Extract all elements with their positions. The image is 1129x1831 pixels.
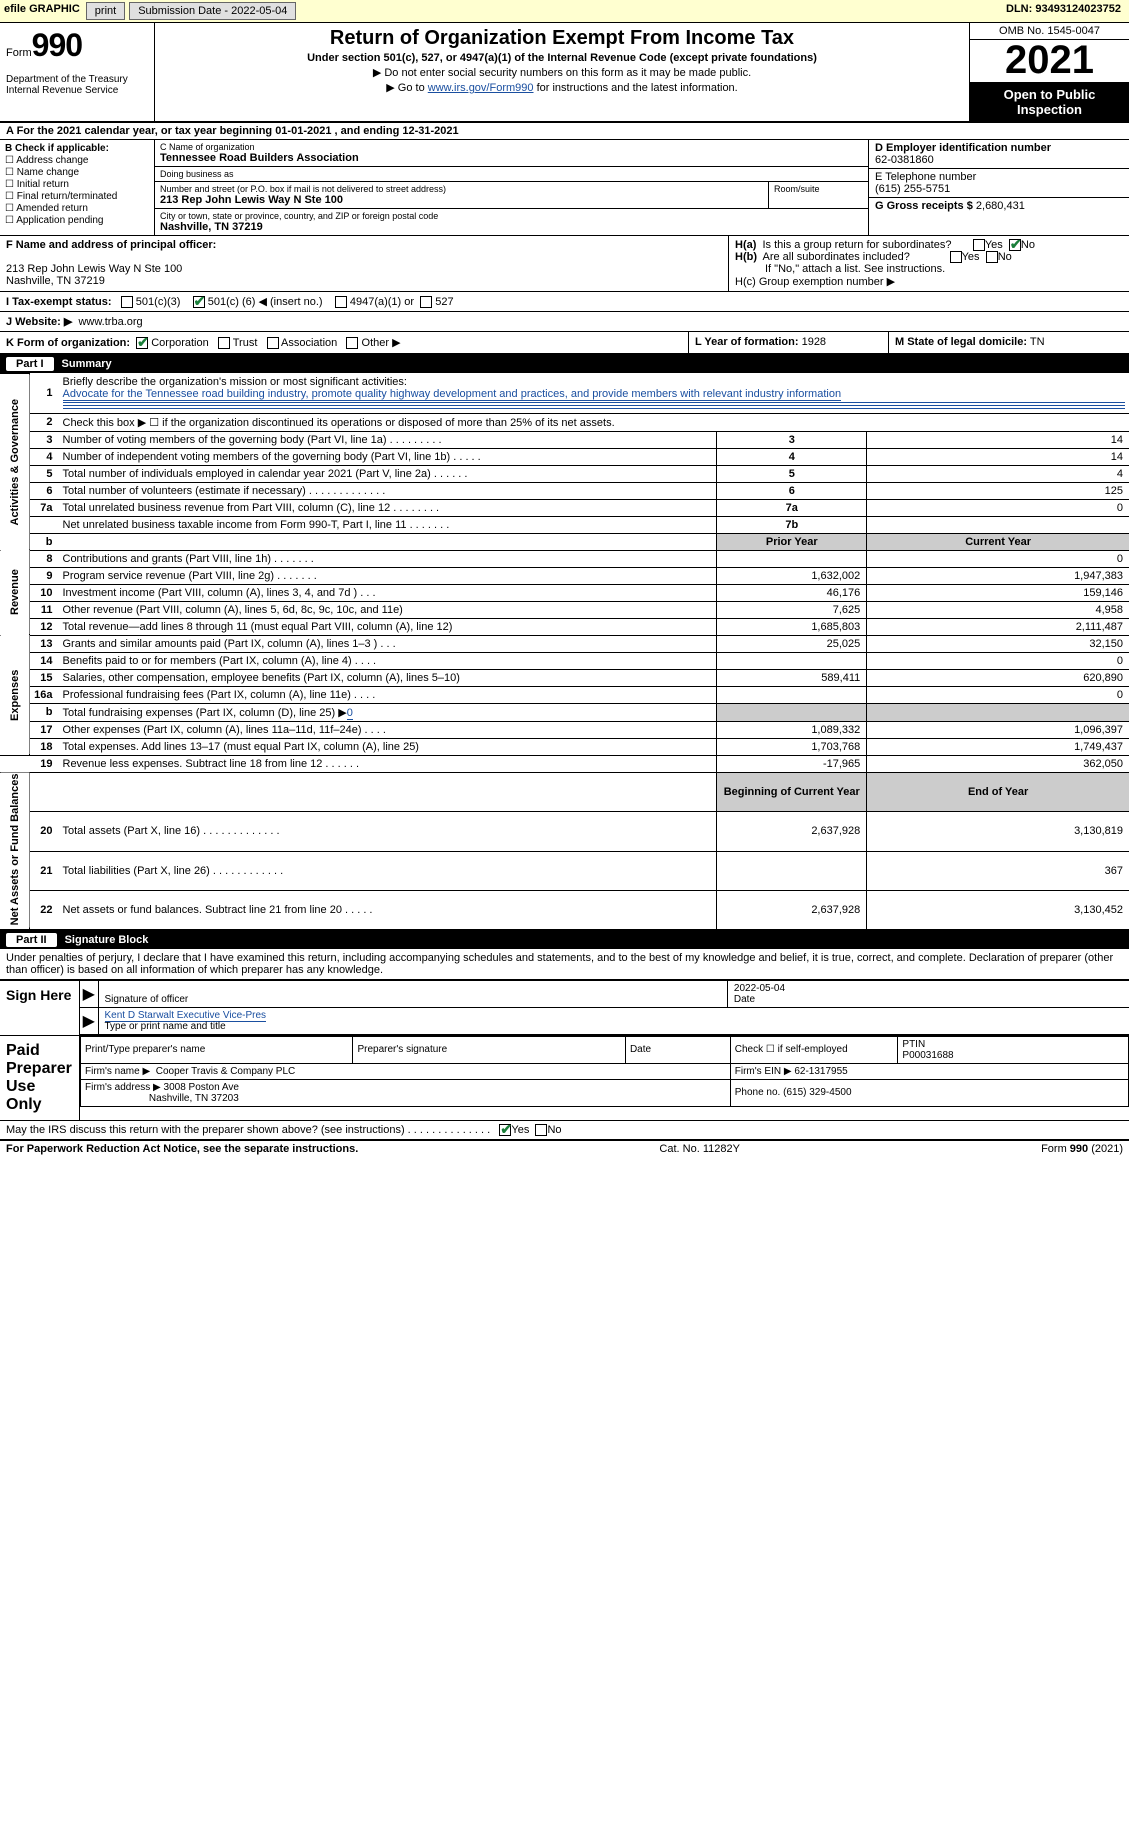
firm-addr2: Nashville, TN 37203: [149, 1093, 239, 1104]
hb-no[interactable]: [986, 251, 998, 263]
chk-501c3[interactable]: [121, 296, 133, 308]
pra-notice: For Paperwork Reduction Act Notice, see …: [6, 1143, 358, 1155]
part-i-body: Activities & Governance 1 Briefly descri…: [0, 373, 1129, 930]
firm-addr1: 3008 Poston Ave: [164, 1082, 239, 1093]
v4: 14: [867, 448, 1129, 465]
firm-name: Cooper Travis & Company PLC: [156, 1066, 296, 1077]
sign-here-label: Sign Here: [0, 981, 80, 1035]
submission-date-button[interactable]: Submission Date - 2022-05-04: [129, 2, 296, 20]
v6: 125: [867, 482, 1129, 499]
gross-receipts: 2,680,431: [976, 200, 1025, 212]
open-to-public: Open to Public Inspection: [970, 83, 1129, 121]
sig-date: 2022-05-04: [734, 983, 785, 994]
side-activities: Activities & Governance: [0, 374, 30, 551]
identification-block: B Check if applicable: ☐ Address change …: [0, 140, 1129, 236]
chk-name-change[interactable]: ☐ Name change: [5, 167, 149, 178]
mission: Advocate for the Tennessee road building…: [63, 388, 842, 401]
side-revenue: Revenue: [0, 550, 30, 635]
topbar: efile GRAPHIC print Submission Date - 20…: [0, 0, 1129, 23]
firm-phone: (615) 329-4500: [783, 1087, 851, 1098]
phone: (615) 255-5751: [875, 183, 1123, 195]
part-ii-header: Part II Signature Block: [0, 931, 1129, 949]
tax-year: 2021: [970, 40, 1129, 83]
v3: 14: [867, 431, 1129, 448]
side-net-assets: Net Assets or Fund Balances: [0, 772, 30, 928]
form-number: Form990: [6, 27, 148, 64]
ptin: P00031688: [902, 1050, 953, 1061]
arrow-icon: ▶: [80, 981, 98, 1008]
ha-no[interactable]: [1009, 239, 1021, 251]
state-domicile: TN: [1030, 336, 1045, 348]
officer-addr2: Nashville, TN 37219: [6, 275, 722, 287]
chk-application-pending[interactable]: ☐ Application pending: [5, 215, 149, 226]
row-a-calendar-year: A For the 2021 calendar year, or tax yea…: [0, 123, 1129, 140]
firm-ein: 62-1317955: [794, 1066, 847, 1077]
side-expenses: Expenses: [0, 635, 30, 755]
irs-link[interactable]: www.irs.gov/Form990: [428, 82, 534, 94]
street-address: 213 Rep John Lewis Way N Ste 100: [160, 194, 763, 206]
chk-4947[interactable]: [335, 296, 347, 308]
efile-graphic: efile GRAPHIC: [0, 0, 84, 22]
perjury-declaration: Under penalties of perjury, I declare th…: [0, 949, 1129, 979]
hb-yes[interactable]: [950, 251, 962, 263]
officer-addr1: 213 Rep John Lewis Way N Ste 100: [6, 263, 722, 275]
row-i-tax-status: I Tax-exempt status: 501(c)(3) 501(c) (6…: [0, 292, 1129, 312]
chk-address-change[interactable]: ☐ Address change: [5, 155, 149, 166]
chk-trust[interactable]: [218, 337, 230, 349]
col-b-checkboxes: B Check if applicable: ☐ Address change …: [0, 140, 155, 235]
form-header: Form990 Department of the Treasury Inter…: [0, 23, 1129, 123]
chk-amended[interactable]: ☐ Amended return: [5, 203, 149, 214]
chk-527[interactable]: [420, 296, 432, 308]
note-goto: ▶ Go to www.irs.gov/Form990 for instruct…: [163, 81, 961, 94]
page-footer: For Paperwork Reduction Act Notice, see …: [0, 1139, 1129, 1157]
form-id: Form 990 (2021): [1041, 1143, 1123, 1155]
v5: 4: [867, 465, 1129, 482]
ein: 62-0381860: [875, 154, 1123, 166]
may-discuss: May the IRS discuss this return with the…: [0, 1120, 1129, 1139]
part-i-header: Part I Summary: [0, 355, 1129, 373]
dln: DLN: 93493124023752: [998, 0, 1129, 22]
org-name: Tennessee Road Builders Association: [160, 152, 863, 164]
form-title: Return of Organization Exempt From Incom…: [163, 27, 961, 50]
year-formation: 1928: [802, 336, 826, 348]
chk-501c[interactable]: [193, 296, 205, 308]
note-ssn: ▶ Do not enter social security numbers o…: [163, 66, 961, 79]
chk-corporation[interactable]: [136, 337, 148, 349]
signature-block: Sign Here ▶ Signature of officer 2022-05…: [0, 979, 1129, 1139]
website: www.trba.org: [78, 316, 142, 328]
v7b: [867, 516, 1129, 533]
may-yes[interactable]: [499, 1124, 511, 1136]
chk-final-return[interactable]: ☐ Final return/terminated: [5, 191, 149, 202]
row-j-website: J Website: ▶ www.trba.org: [0, 312, 1129, 332]
row-f-h: F Name and address of principal officer:…: [0, 236, 1129, 292]
row-k-l-m: K Form of organization: Corporation Trus…: [0, 332, 1129, 355]
chk-association[interactable]: [267, 337, 279, 349]
cat-no: Cat. No. 11282Y: [659, 1143, 740, 1155]
department: Department of the Treasury Internal Reve…: [6, 74, 148, 96]
paid-preparer-label: Paid Preparer Use Only: [0, 1036, 80, 1120]
v7a: 0: [867, 499, 1129, 516]
print-button[interactable]: print: [86, 2, 125, 20]
hc-group-exemption: H(c) Group exemption number ▶: [735, 275, 1123, 288]
chk-other[interactable]: [346, 337, 358, 349]
form-subtitle: Under section 501(c), 527, or 4947(a)(1)…: [163, 52, 961, 64]
ha-yes[interactable]: [973, 239, 985, 251]
city-state-zip: Nashville, TN 37219: [160, 221, 863, 233]
arrow-icon: ▶: [80, 1007, 98, 1034]
may-no[interactable]: [535, 1124, 547, 1136]
chk-initial-return[interactable]: ☐ Initial return: [5, 179, 149, 190]
